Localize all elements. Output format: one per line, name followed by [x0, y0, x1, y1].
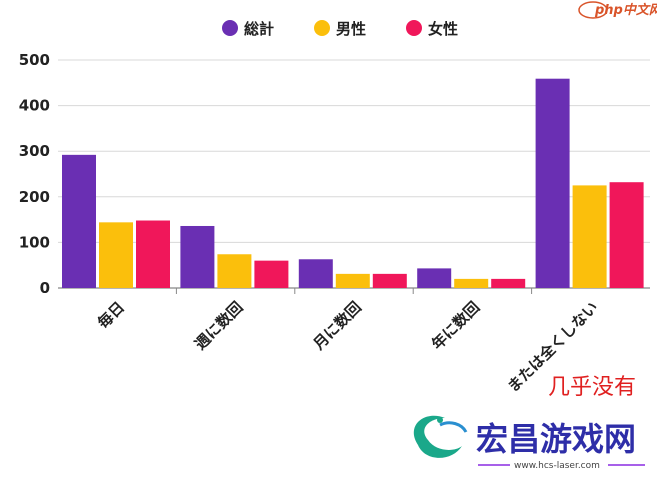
bar-1-2 — [180, 225, 215, 288]
bar-3-2 — [254, 260, 289, 288]
php-watermark-text: php中文网 — [594, 2, 657, 18]
bar-2-4 — [454, 278, 489, 288]
bar-2-1 — [99, 222, 133, 288]
bar-1-3 — [298, 259, 333, 288]
bar-3-5 — [609, 182, 644, 288]
legend-label: 女性 — [428, 20, 458, 38]
x-tick-label: 年に数回 — [428, 298, 483, 353]
bar-2-2 — [217, 254, 252, 288]
bar-2-5 — [572, 185, 607, 288]
overlay-text: 几乎没有 — [548, 375, 636, 400]
legend-marker — [406, 20, 422, 36]
bar-2-3 — [335, 273, 370, 288]
php-watermark: php中文网 — [578, 1, 657, 19]
x-tick-label: 毎日 — [94, 298, 128, 332]
y-tick-label: 200 — [19, 188, 50, 206]
y-tick-label: 0 — [40, 279, 50, 297]
brand-watermark-url: www.hcs-laser.com — [514, 461, 600, 471]
legend-label: 総計 — [244, 20, 274, 38]
legend: 総計 男性 女性 — [222, 20, 458, 38]
bars — [62, 78, 644, 288]
y-tick-label: 400 — [19, 97, 50, 115]
x-tick-label: 週に数回 — [191, 298, 246, 353]
bar-3-1 — [136, 220, 170, 288]
dragon-logo-icon — [413, 415, 468, 458]
bar-1-1 — [62, 154, 96, 288]
legend-label: 男性 — [336, 20, 366, 38]
bar-3-3 — [372, 273, 407, 288]
y-tick-label: 100 — [19, 233, 50, 251]
bar-1-4 — [417, 268, 452, 288]
y-axis: 0 100 200 300 400 500 — [19, 51, 50, 297]
legend-marker — [222, 20, 238, 36]
y-tick-label: 300 — [19, 142, 50, 160]
brand-watermark: 宏昌游戏网 www.hcs-laser.com — [413, 415, 645, 471]
y-tick-label: 500 — [19, 51, 50, 69]
legend-marker — [314, 20, 330, 36]
bar-1-5 — [535, 78, 570, 288]
x-tick-label: 月に数回 — [309, 298, 365, 354]
x-axis: 毎日 週に数回 月に数回 年に数回 または全くしない — [94, 288, 602, 396]
brand-watermark-text: 宏昌游戏网 — [476, 420, 636, 458]
bar-3-4 — [491, 278, 526, 288]
